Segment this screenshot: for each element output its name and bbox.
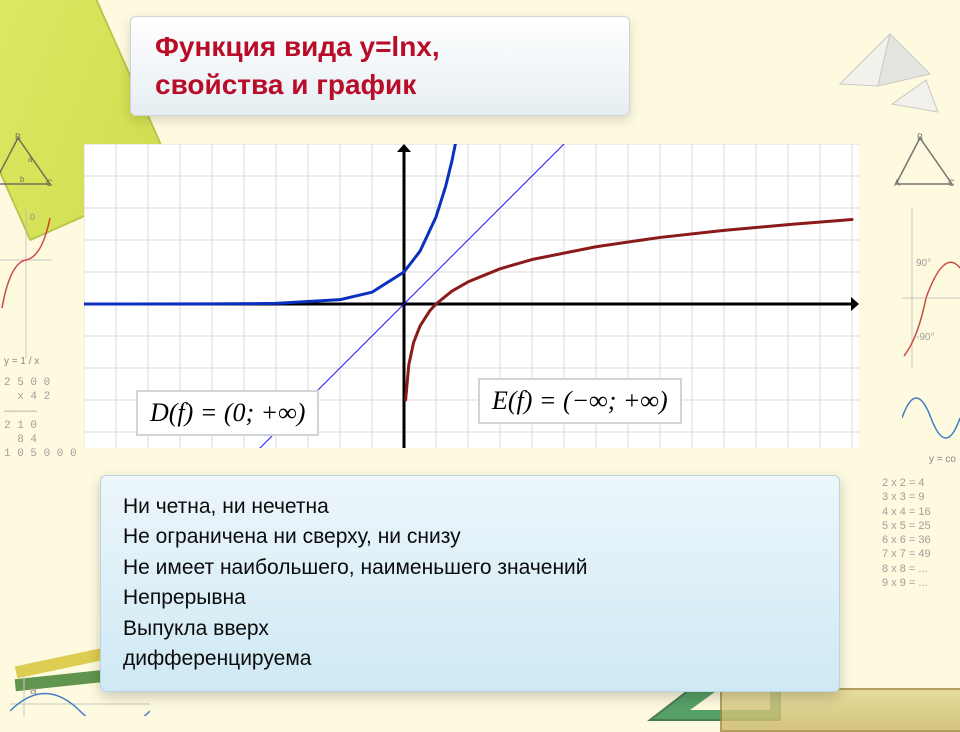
svg-text:-90°: -90° [916,332,934,343]
paper-planes-decor [830,24,950,124]
title-line-2: свойства и график [155,66,605,104]
slide: A C B b a A C B 0 y = 1 / x 90° -90° y =… [0,0,960,720]
slide-title-box: Функция вида y=lnx, свойства и график [130,16,630,116]
range-formula: E(f) = (−∞; +∞) [478,378,682,424]
svg-text:B: B [917,132,923,142]
svg-text:a: a [30,683,37,697]
svg-text:90°: 90° [916,258,931,269]
property-line: Не имеет наибольшего, наименьшего значен… [123,553,817,583]
svg-text:0: 0 [30,212,35,222]
curve-sketch-right: 90° -90° [902,208,960,458]
arith-scribble-left: 2 5 0 0 x 4 2 ————— 2 1 0 8 4 1 0 5 0 0 … [4,376,74,462]
svg-text:A: A [894,178,900,188]
domain-formula: D(f) = (0; +∞) [136,390,319,436]
svg-text:B: B [15,132,21,142]
properties-box: Ни четна, ни нечетнаНе ограничена ни све… [100,475,840,692]
property-line: Выпукла вверх [123,614,817,644]
svg-text:a: a [28,155,33,164]
property-line: Не ограничена ни сверху, ни снизу [123,522,817,552]
ruler-decor-bottom [720,688,960,732]
yx-label: y = 1 / x [4,356,39,367]
title-line-1: Функция вида y=lnx, [155,28,605,66]
property-line: Непрерывна [123,583,817,613]
triangle-sketch-left: A C B b a [0,132,54,188]
svg-text:C: C [46,178,53,188]
triangle-sketch-right: A C B [892,132,956,188]
cos-label: y = co [929,454,956,465]
curve-sketch-left: 0 [0,208,52,358]
svg-text:b: b [20,175,25,184]
svg-text:C: C [948,178,955,188]
property-line: дифференцируема [123,644,817,674]
property-line: Ни четна, ни нечетна [123,492,817,522]
mult-table-right: 2 x 2 = 4 3 x 3 = 9 4 x 4 = 16 5 x 5 = 2… [882,476,954,590]
